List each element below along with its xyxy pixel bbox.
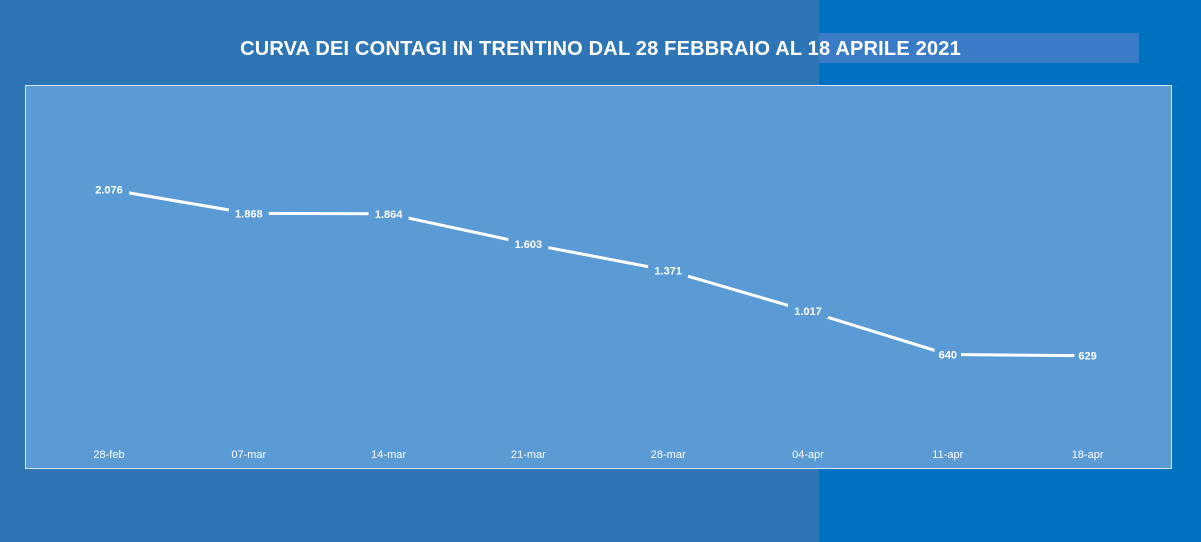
data-label: 1.603 bbox=[515, 239, 543, 251]
x-tick-label: 14-mar bbox=[371, 449, 406, 461]
data-label-bg bbox=[228, 205, 269, 221]
x-tick-label: 21-mar bbox=[511, 449, 546, 461]
x-tick-label: 18-apr bbox=[1072, 449, 1104, 461]
data-label-bg bbox=[934, 346, 961, 362]
x-tick-label: 28-feb bbox=[93, 449, 124, 461]
data-label: 1.017 bbox=[794, 306, 822, 318]
plot-area bbox=[25, 85, 1172, 469]
data-label: 1.864 bbox=[375, 209, 403, 221]
data-label: 629 bbox=[1078, 351, 1096, 363]
data-label: 1.371 bbox=[654, 265, 682, 277]
data-label: 640 bbox=[939, 349, 957, 361]
data-label-bg bbox=[788, 303, 828, 319]
data-label-bg bbox=[508, 235, 549, 251]
series-line bbox=[108, 187, 1088, 358]
chart-title: CURVA DEI CONTAGI IN TRENTINO DAL 28 FEB… bbox=[240, 38, 961, 60]
data-label-bg bbox=[648, 262, 689, 278]
data-label-bg bbox=[1074, 347, 1101, 363]
x-tick-label: 07-mar bbox=[231, 449, 266, 461]
x-tick-label: 04-apr bbox=[792, 449, 824, 461]
data-label: 2.076 bbox=[95, 184, 123, 196]
x-tick-label: 11-apr bbox=[932, 449, 963, 461]
title-band bbox=[819, 33, 1139, 63]
data-label-bg bbox=[89, 181, 129, 197]
data-label: 1.868 bbox=[235, 208, 263, 220]
x-tick-label: 28-mar bbox=[651, 449, 686, 461]
data-label-bg bbox=[368, 205, 409, 221]
